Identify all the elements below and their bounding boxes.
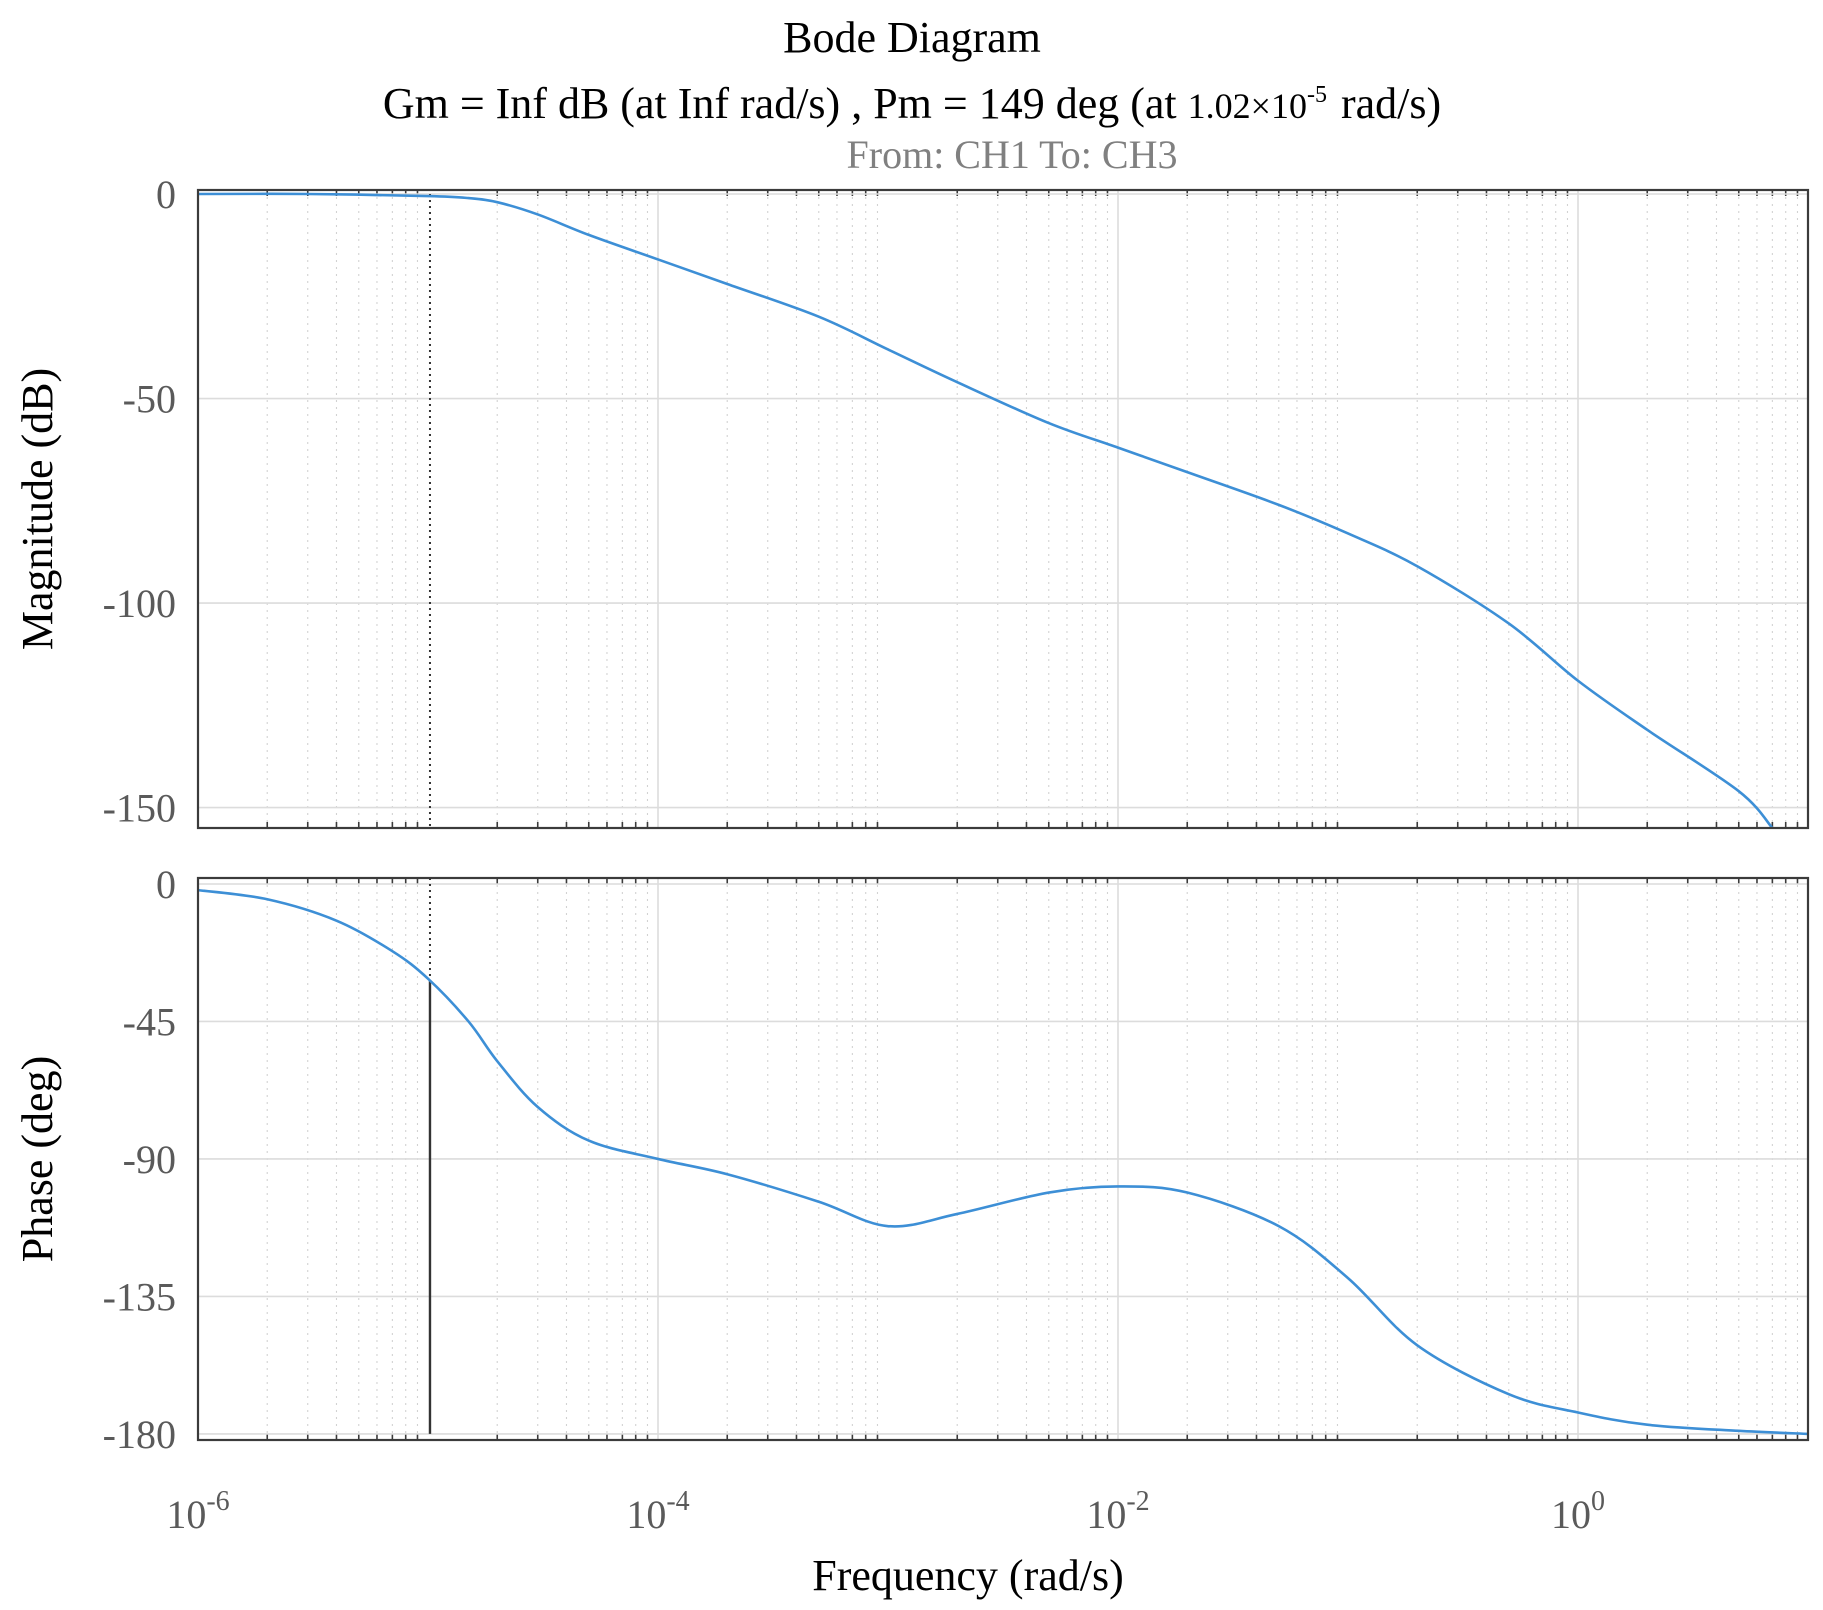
x-axis-label: Frequency (rad/s) [812, 1551, 1124, 1600]
phase-axes-frame [196, 876, 1810, 1442]
subtitle-gm-text: Gm = Inf dB (at Inf rad/s) , Pm = 149 de… [383, 79, 1188, 128]
x-tick-label: 10-2 [1086, 1486, 1149, 1537]
x-tick-label: 100 [1551, 1486, 1605, 1537]
phase-panel: 0 -45 -90 -135 -180 Phase (deg) [13, 862, 1810, 1457]
subtitle-pm-freq-unit: rad/s) [1341, 79, 1441, 128]
y-tick-label: -45 [123, 999, 176, 1044]
magnitude-axes-frame [196, 188, 1810, 830]
phase-curve [197, 888, 1809, 1436]
y-tick-label: -180 [103, 1412, 176, 1457]
subtitle-pm-freq-exponent: -5 [1307, 82, 1327, 108]
x-tick-label: 10-4 [626, 1486, 689, 1537]
y-tick-label: -150 [103, 786, 176, 831]
x-tick-labels: 10-6 10-4 10-2 100 [166, 1486, 1605, 1537]
y-tick-label: 0 [156, 172, 176, 217]
magnitude-curve [197, 192, 1774, 829]
magnitude-ylabel: Magnitude (dB) [13, 368, 62, 650]
phase-tick-labels: 0 -45 -90 -135 -180 [103, 862, 176, 1457]
chart-subtitle: Gm = Inf dB (at Inf rad/s) , Pm = 149 de… [383, 79, 1441, 128]
magnitude-tick-labels: 0 -50 -100 -150 [103, 172, 176, 831]
phase-grid [197, 878, 1809, 1440]
x-tick-label: 10-6 [166, 1486, 229, 1537]
magnitude-grid [197, 190, 1809, 828]
y-tick-label: -90 [123, 1137, 176, 1182]
y-tick-label: -50 [123, 377, 176, 422]
phase-ylabel: Phase (deg) [13, 1056, 62, 1263]
chart-title: Bode Diagram [783, 13, 1041, 62]
y-tick-label: -100 [103, 581, 176, 626]
io-label: From: CH1 To: CH3 [847, 132, 1178, 177]
y-tick-label: -135 [103, 1274, 176, 1319]
subtitle-pm-freq-mantissa: 1.02×10 [1188, 86, 1307, 126]
y-tick-label: 0 [156, 862, 176, 907]
magnitude-panel: 0 -50 -100 -150 Magnitude (dB) [13, 172, 1810, 831]
